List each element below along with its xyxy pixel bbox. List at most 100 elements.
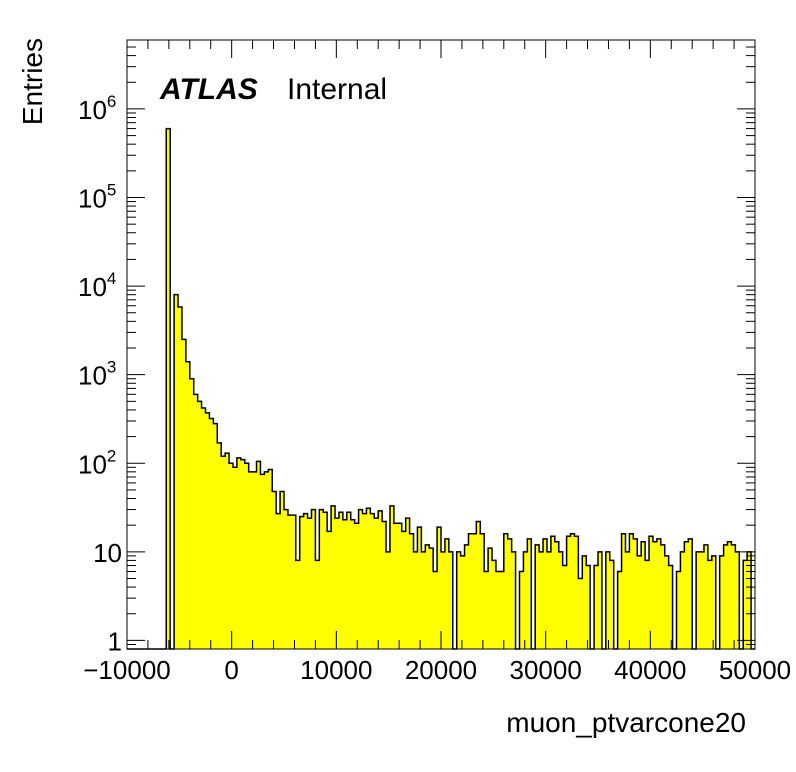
internal-label: Internal: [287, 73, 387, 106]
histogram-bin: [425, 544, 430, 649]
histogram-bin: [421, 551, 426, 649]
histogram-bars: [127, 127, 755, 650]
histogram-bin: [409, 533, 414, 649]
x-tick-label: 0: [224, 655, 238, 685]
histogram-bin: [181, 339, 187, 649]
histogram-bin: [284, 509, 289, 649]
histogram-bin: [429, 548, 434, 649]
histogram-bin: [652, 541, 658, 649]
histogram-bin: [633, 538, 638, 649]
histogram-bin: [295, 560, 300, 649]
histogram-bin: [476, 521, 481, 649]
histogram-bin: [307, 518, 312, 649]
x-tick-label: 30000: [510, 655, 582, 685]
histogram-bin: [488, 548, 493, 649]
histogram-bin: [291, 515, 297, 649]
histogram-bin: [723, 544, 728, 649]
histogram-bin: [711, 555, 717, 649]
y-tick-label: 106: [78, 92, 116, 125]
histogram-bin: [511, 551, 516, 649]
histogram-bin: [703, 544, 709, 649]
x-tick-label: 40000: [614, 655, 686, 685]
histogram-bin: [621, 533, 626, 649]
histogram-bin: [413, 551, 418, 649]
histogram-bin: [727, 541, 732, 649]
histogram-bin: [342, 519, 348, 649]
y-tick-label: 103: [78, 358, 116, 391]
histogram-bin: [539, 551, 544, 649]
histogram-bin: [260, 474, 265, 649]
histogram-bin: [519, 571, 524, 649]
histogram-bin: [217, 442, 222, 649]
histogram-bin: [645, 560, 650, 649]
histogram-bin: [605, 551, 611, 649]
histogram-bin: [664, 555, 669, 649]
histogram-bin: [276, 513, 281, 649]
histogram-bin: [660, 544, 666, 649]
histogram-bin: [641, 541, 646, 649]
histogram-bin: [417, 527, 422, 649]
histogram-bin: [468, 533, 473, 649]
histogram-bin: [437, 527, 442, 649]
histogram-bin: [480, 533, 485, 649]
histogram-bin: [350, 519, 355, 649]
x-tick-label: −10000: [83, 655, 170, 685]
histogram-bin: [256, 461, 261, 649]
histogram-bin: [178, 307, 183, 649]
y-tick-label: 105: [78, 181, 116, 214]
histogram-bin: [185, 361, 191, 649]
atlas-label: ATLAS: [159, 73, 258, 106]
histogram-bin: [456, 551, 461, 649]
histogram-bin: [205, 412, 210, 649]
histogram-bin: [747, 551, 752, 649]
axis-ticks: [126, 39, 756, 650]
histogram-bin: [719, 555, 724, 649]
histogram-bin: [625, 551, 630, 649]
histogram-bin: [617, 571, 622, 649]
histogram-bin: [743, 560, 748, 649]
histogram-bin: [448, 551, 454, 649]
histogram-bin: [574, 536, 579, 649]
y-tick-label: 104: [78, 269, 116, 302]
histogram-bin: [546, 551, 552, 649]
x-tick-label: 20000: [405, 655, 477, 685]
histogram-bin: [700, 551, 705, 649]
histogram-bin: [366, 508, 371, 649]
histogram-bin: [401, 531, 406, 649]
histogram-bin: [492, 560, 497, 649]
histogram-bin: [382, 521, 387, 649]
histogram-bin: [287, 515, 293, 649]
histogram-bin: [507, 538, 512, 649]
histogram-bin: [362, 513, 367, 649]
histogram-bin: [248, 471, 253, 649]
histogram-bin: [598, 551, 603, 649]
histogram-bin: [594, 565, 599, 649]
histogram-bin: [252, 471, 257, 649]
x-axis-title: muon_ptvarcone20: [506, 707, 746, 738]
histogram-bin: [209, 418, 214, 649]
histogram-bin: [272, 491, 277, 649]
histogram-bin: [499, 571, 505, 649]
x-tick-label: 50000: [719, 655, 791, 685]
histogram-bin: [649, 536, 654, 649]
histogram-bin: [193, 394, 198, 649]
histogram-bin: [676, 571, 681, 649]
histogram-bin: [637, 555, 642, 649]
histogram-bin: [374, 518, 379, 649]
histogram-bin: [523, 551, 528, 649]
histogram-bin: [527, 538, 532, 649]
histogram-bin: [503, 533, 509, 649]
histogram-bin: [213, 423, 218, 649]
histogram-bin: [550, 536, 556, 649]
histogram-bin: [323, 512, 328, 649]
histogram-bin: [535, 544, 540, 649]
histogram-bin: [174, 294, 179, 649]
histogram-bin: [707, 560, 713, 649]
histogram-bin: [346, 512, 352, 649]
histogram-bin: [460, 555, 465, 649]
y-axis-title: Entries: [17, 38, 48, 125]
histogram-bin: [735, 551, 740, 649]
histogram-bin: [688, 538, 693, 649]
histogram-bin: [244, 463, 249, 649]
histogram-bin: [303, 513, 308, 649]
